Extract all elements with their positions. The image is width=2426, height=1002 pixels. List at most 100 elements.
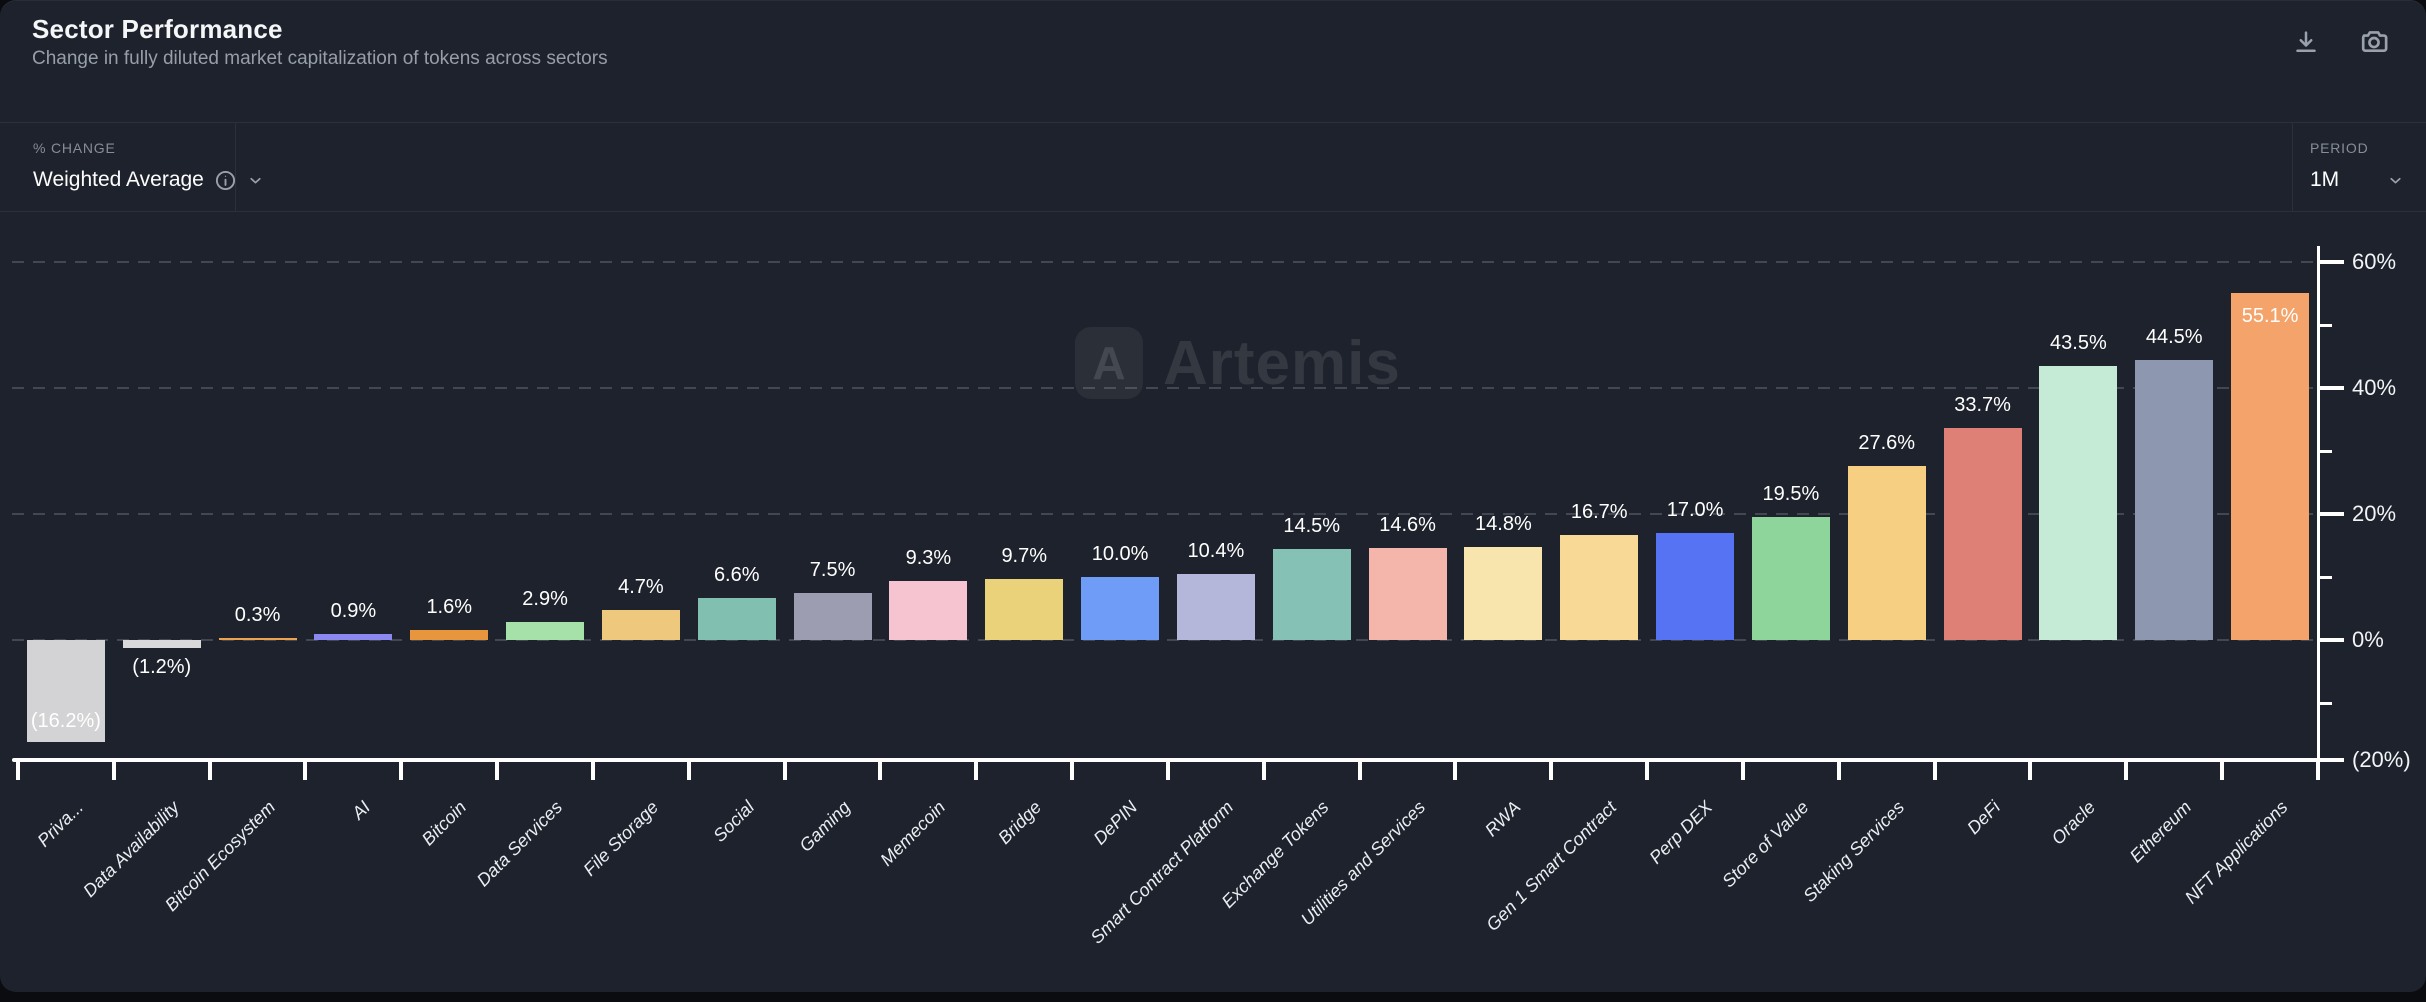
x-axis-label-text: AI bbox=[348, 797, 375, 824]
x-axis-tick bbox=[1453, 760, 1458, 780]
x-axis-label-text: Store of Value bbox=[1717, 797, 1813, 892]
toolbar-vertical-divider-right bbox=[2292, 122, 2293, 211]
bar-value-label: 14.5% bbox=[1283, 514, 1341, 537]
page-subtitle: Change in fully diluted market capitaliz… bbox=[32, 48, 608, 69]
bar-value-label: 19.5% bbox=[1762, 483, 1820, 506]
bar-Bitcoin Ecosystem[interactable] bbox=[218, 637, 297, 640]
x-axis-tick bbox=[2028, 760, 2033, 780]
x-axis-label-text: File Storage bbox=[579, 797, 663, 880]
x-axis-tick bbox=[1070, 760, 1075, 780]
x-axis-label-text: Social bbox=[709, 797, 758, 846]
bar-value-label: 9.7% bbox=[1001, 544, 1048, 567]
period-select[interactable]: 1M bbox=[2310, 168, 2404, 192]
bar-AI[interactable] bbox=[314, 634, 393, 640]
bar-value-label: 17.0% bbox=[1666, 498, 1724, 521]
x-axis-tick bbox=[2315, 760, 2320, 780]
x-axis-tick bbox=[303, 760, 308, 780]
bar-value-label: 4.7% bbox=[618, 576, 664, 599]
bar-value-label: (1.2%) bbox=[132, 655, 192, 678]
bar-Staking Services[interactable] bbox=[1847, 466, 1926, 640]
x-axis-tick bbox=[590, 760, 595, 780]
x-axis-tick bbox=[878, 760, 883, 780]
x-axis-tick bbox=[1165, 760, 1170, 780]
x-axis-label-text: Staking Services bbox=[1798, 797, 1908, 906]
chevron-down-icon bbox=[247, 172, 264, 189]
gridline-60pct bbox=[12, 261, 2316, 263]
bar-Bitcoin[interactable] bbox=[410, 629, 489, 640]
x-axis-label-text: Bridge bbox=[994, 797, 1046, 848]
download-button[interactable] bbox=[2286, 24, 2326, 64]
bar-Utilities and Services[interactable] bbox=[1368, 548, 1447, 640]
bar-value-label: 33.7% bbox=[1954, 393, 2011, 416]
gridline-0pct bbox=[12, 639, 2316, 641]
bar-Exchange Tokens[interactable] bbox=[1272, 548, 1351, 640]
x-axis-tick bbox=[399, 760, 404, 780]
bar-NFT Applications[interactable] bbox=[2231, 292, 2310, 640]
x-axis-tick bbox=[207, 760, 212, 780]
y-axis-minor-tick bbox=[2318, 449, 2332, 453]
download-icon bbox=[2291, 27, 2321, 62]
y-axis-minor-tick bbox=[2318, 323, 2332, 327]
x-axis-tick bbox=[974, 760, 979, 780]
bar-Memecoin[interactable] bbox=[889, 581, 968, 640]
bar-Priva...[interactable] bbox=[26, 640, 105, 743]
y-axis-major-tick bbox=[2318, 638, 2344, 642]
bar-value-label: 0.3% bbox=[234, 603, 281, 626]
sector-performance-bar-chart: (16.2%) Priva... (1.2%) Data Availability 0.… bbox=[0, 212, 2426, 992]
x-axis-tick bbox=[16, 760, 20, 780]
screenshot-button[interactable] bbox=[2354, 24, 2394, 64]
bar-Ethereum[interactable] bbox=[2135, 359, 2214, 640]
bar-Social[interactable] bbox=[697, 598, 776, 640]
metric-select[interactable]: Weighted Average bbox=[33, 168, 264, 192]
bar-value-label: 14.6% bbox=[1379, 514, 1436, 537]
x-axis-tick bbox=[2220, 760, 2225, 780]
x-axis-tick bbox=[1740, 760, 1745, 780]
bar-File Storage[interactable] bbox=[601, 610, 680, 640]
y-axis-tick-label: 60% bbox=[2352, 249, 2397, 274]
x-axis-label-text: NFT Applications bbox=[2180, 797, 2292, 908]
bar-value-label: 2.9% bbox=[522, 587, 568, 610]
toolbar-divider bbox=[0, 211, 2426, 212]
bar-Smart Contract Platform[interactable] bbox=[1176, 574, 1255, 640]
bar-Oracle[interactable] bbox=[2039, 365, 2118, 640]
bar-value-label: 16.7% bbox=[1570, 500, 1628, 523]
info-icon[interactable] bbox=[215, 170, 236, 191]
bar-value-label: 55.1% bbox=[2241, 304, 2299, 327]
bar-Store of Value[interactable] bbox=[1751, 517, 1830, 640]
bar-Gen 1 Smart Contract[interactable] bbox=[1560, 534, 1639, 640]
x-axis-tick bbox=[686, 760, 691, 780]
bar-Data Services[interactable] bbox=[506, 621, 585, 640]
x-axis-label-text: Perp DEX bbox=[1645, 797, 1717, 868]
y-axis-tick-label: (20%) bbox=[2352, 747, 2411, 772]
y-axis-major-tick bbox=[2318, 512, 2344, 516]
bar-Perp DEX[interactable] bbox=[1656, 532, 1735, 640]
bar-value-label: 1.6% bbox=[426, 595, 473, 618]
x-axis-tick bbox=[1357, 760, 1362, 780]
x-axis-label-text: DePIN bbox=[1089, 797, 1142, 849]
bar-Data Availability[interactable] bbox=[122, 640, 201, 648]
y-axis-line bbox=[2316, 246, 2320, 766]
x-axis-tick bbox=[782, 760, 787, 780]
bar-DePIN[interactable] bbox=[1081, 577, 1160, 640]
bar-value-label: 7.5% bbox=[809, 558, 856, 581]
y-axis-major-tick bbox=[2318, 386, 2344, 390]
y-axis-major-tick bbox=[2318, 260, 2344, 264]
bar-value-label: 9.3% bbox=[905, 547, 952, 570]
bar-RWA[interactable] bbox=[1464, 546, 1543, 640]
y-axis-minor-tick bbox=[2318, 575, 2332, 579]
x-axis-tick bbox=[1261, 760, 1266, 780]
x-axis-tick bbox=[1549, 760, 1554, 780]
x-axis-tick bbox=[111, 760, 116, 780]
x-axis-tick bbox=[1932, 760, 1937, 780]
chevron-down-icon bbox=[2387, 172, 2404, 189]
x-axis-label-text: Memecoin bbox=[876, 797, 950, 870]
bar-DeFi[interactable] bbox=[1943, 427, 2022, 640]
bar-Bridge[interactable] bbox=[985, 578, 1064, 640]
camera-icon bbox=[2358, 26, 2390, 63]
bar-value-label: 6.6% bbox=[713, 564, 760, 587]
bar-value-label: 27.6% bbox=[1858, 432, 1916, 455]
bar-Gaming[interactable] bbox=[793, 592, 872, 640]
y-axis-minor-tick bbox=[2318, 701, 2332, 705]
gridline-20pct bbox=[12, 513, 2316, 515]
